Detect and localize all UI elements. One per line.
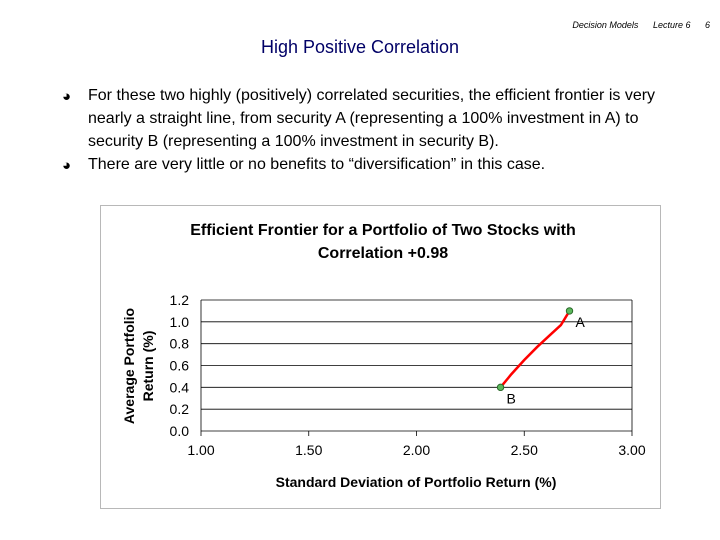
chart-title-line1: Efficient Frontier for a Portfolio of Tw… bbox=[190, 222, 575, 239]
x-tick-label: 1.50 bbox=[295, 442, 322, 458]
x-tick-label: 2.00 bbox=[403, 442, 430, 458]
bullet-text: There are very little or no benefits to … bbox=[88, 156, 546, 173]
slide-title: High Positive Correlation bbox=[260, 37, 460, 57]
bullet-icon: ◕ bbox=[62, 157, 72, 174]
efficient-frontier-chart: Efficient Frontier for a Portfolio of Tw… bbox=[121, 222, 646, 490]
y-tick-label: 1.0 bbox=[170, 314, 190, 330]
endpoint-label: A bbox=[576, 314, 586, 330]
page-number: 6 bbox=[704, 20, 710, 30]
course-name: Decision Models bbox=[572, 20, 639, 30]
y-tick-label: 0.0 bbox=[170, 423, 190, 439]
y-axis-label-line2: Return (%) bbox=[140, 331, 156, 402]
x-tick-label: 3.00 bbox=[618, 442, 645, 458]
y-tick-label: 0.2 bbox=[170, 401, 190, 417]
endpoint-marker bbox=[565, 307, 574, 315]
lecture-label: Lecture 6 bbox=[652, 20, 691, 30]
bullet-item: ◕ There are very little or no benefits t… bbox=[62, 153, 662, 176]
chart-title-line2: Correlation +0.98 bbox=[318, 245, 448, 262]
y-tick-label: 0.4 bbox=[170, 379, 190, 395]
slide-header: Decision Models Lecture 6 6 bbox=[560, 20, 710, 30]
x-axis-label: Standard Deviation of Portfolio Return (… bbox=[276, 474, 557, 490]
bullet-item: ◕ For these two highly (positively) corr… bbox=[62, 84, 662, 153]
chart-container: Efficient Frontier for a Portfolio of Tw… bbox=[100, 205, 661, 509]
y-tick-label: 1.2 bbox=[170, 292, 190, 308]
bullet-list: ◕ For these two highly (positively) corr… bbox=[62, 84, 662, 176]
endpoint-marker bbox=[496, 383, 505, 392]
x-tick-label: 1.00 bbox=[187, 442, 214, 458]
y-axis-label-line1: Average Portfolio bbox=[121, 308, 137, 424]
frontier-line bbox=[499, 310, 571, 389]
endpoint-label: B bbox=[507, 390, 516, 406]
y-tick-label: 0.8 bbox=[170, 336, 190, 352]
x-tick-label: 2.50 bbox=[511, 442, 538, 458]
gridlines bbox=[200, 299, 633, 436]
tick-labels: 0.0 0.2 0.4 0.6 0.8 1.0 1.2 1.00 1.50 2.00 2.50 3.0… bbox=[170, 292, 646, 458]
bullet-icon: ◕ bbox=[62, 88, 72, 105]
y-tick-label: 0.6 bbox=[170, 358, 190, 374]
series-layer: AB bbox=[496, 307, 586, 406]
bullet-text: For these two highly (positively) correl… bbox=[88, 87, 656, 150]
